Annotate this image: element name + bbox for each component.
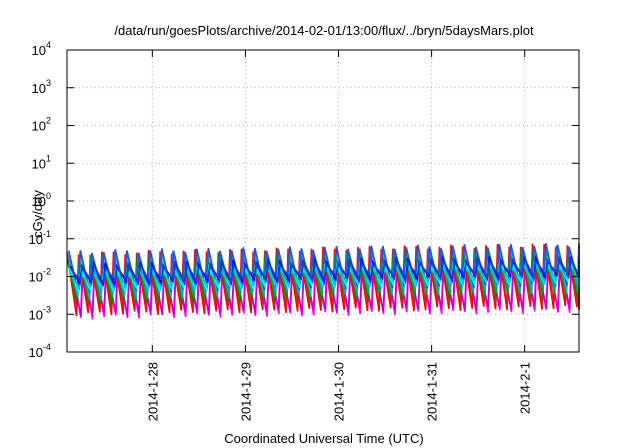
y-tick-base: 10: [32, 156, 46, 171]
y-tick-exponent: -2: [43, 267, 51, 277]
y-axis-label: cGy/day: [30, 190, 45, 238]
y-tick-base: 10: [32, 81, 46, 96]
y-tick-base: 10: [29, 307, 43, 322]
axes-group: [66, 49, 580, 353]
x-tick-label: 2014-2-1: [518, 362, 533, 414]
y-tick-exponent: -3: [43, 304, 51, 314]
grid-lines: [67, 50, 579, 352]
x-tick-label: 2014-1-30: [332, 362, 347, 421]
tick-labels: 10-410-310-210-11001011021031042014-1-28…: [29, 40, 533, 421]
y-tick-label: 100: [32, 191, 51, 209]
y-tick-exponent: 2: [46, 116, 51, 126]
x-tick-label: 2014-1-29: [238, 362, 253, 421]
y-tick-exponent: 4: [46, 40, 51, 50]
y-tick-exponent: 3: [46, 78, 51, 88]
y-tick-label: 10-1: [29, 229, 51, 247]
y-tick-exponent: -1: [43, 229, 51, 239]
y-tick-label: 104: [32, 40, 51, 58]
y-tick-base: 10: [29, 270, 43, 285]
y-tick-label: 101: [32, 153, 51, 171]
x-tick-label: 2014-1-28: [145, 362, 160, 421]
y-tick-label: 102: [32, 116, 51, 134]
series-line-9: [69, 261, 580, 292]
plot-frame: [66, 49, 580, 353]
y-tick-label: 103: [32, 78, 51, 96]
series-line-11: [69, 255, 580, 287]
y-tick-base: 10: [29, 345, 43, 360]
y-tick-label: 10-4: [29, 342, 51, 360]
y-tick-label: 10-2: [29, 267, 51, 285]
y-tick-base: 10: [32, 119, 46, 134]
y-tick-exponent: -4: [43, 342, 51, 352]
x-axis-label: Coordinated Universal Time (UTC): [224, 431, 423, 446]
y-tick-exponent: 0: [46, 191, 51, 201]
chart-title: /data/run/goesPlots/archive/2014-02-01/1…: [114, 23, 534, 38]
y-tick-base: 10: [29, 232, 43, 247]
series-group: [66, 242, 580, 320]
y-tick-label: 10-3: [29, 304, 51, 322]
y-tick-base: 10: [32, 43, 46, 58]
x-tick-label: 2014-1-31: [425, 362, 440, 421]
y-tick-exponent: 1: [46, 153, 51, 163]
y-tick-base: 10: [32, 194, 46, 209]
